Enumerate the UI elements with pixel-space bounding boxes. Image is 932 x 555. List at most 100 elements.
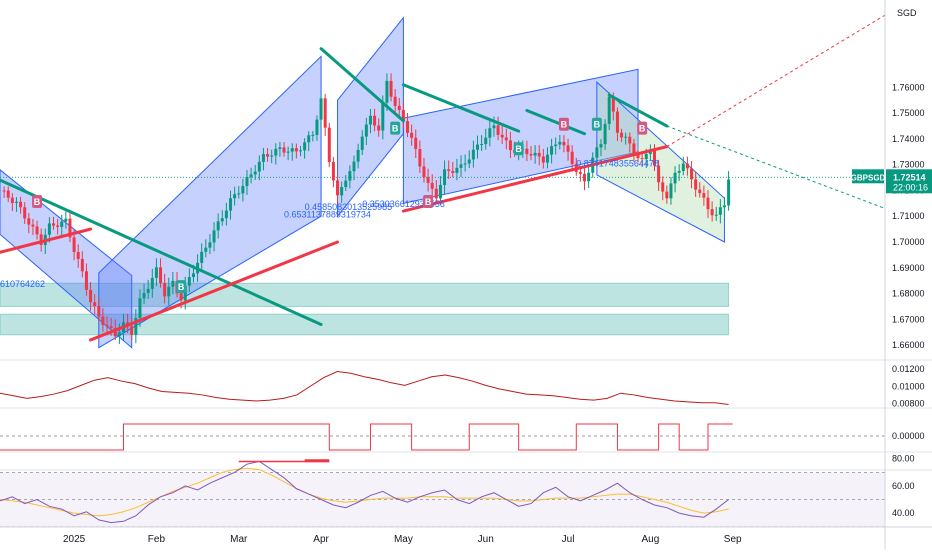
candle-body bbox=[212, 230, 216, 243]
candle-body bbox=[644, 153, 648, 160]
candle-body bbox=[286, 151, 290, 153]
candle-body bbox=[599, 144, 603, 148]
candle-body bbox=[669, 183, 673, 199]
signal-marker-1[interactable]: B bbox=[176, 280, 187, 294]
trendline-4 bbox=[607, 93, 669, 128]
signal-tick-0: 0.00000 bbox=[892, 431, 925, 441]
candle-body bbox=[480, 144, 484, 146]
price-tick-10: 1.66000 bbox=[892, 340, 925, 350]
trendline-0 bbox=[0, 178, 323, 326]
last-price-badge bbox=[886, 169, 932, 194]
signal-marker-6[interactable]: B bbox=[591, 117, 602, 131]
date-label-3: Apr bbox=[313, 534, 329, 545]
candle-body bbox=[455, 167, 459, 173]
signal-label: B bbox=[639, 124, 646, 134]
candle-body bbox=[364, 124, 368, 137]
trendline-3 bbox=[525, 109, 587, 136]
candle-body bbox=[578, 171, 582, 174]
rsi-tick-2: 40.00 bbox=[892, 508, 915, 518]
signal-marker-3[interactable]: B bbox=[423, 195, 434, 209]
candle-body bbox=[587, 172, 591, 182]
signal-step-line bbox=[0, 423, 733, 451]
candle-body bbox=[241, 185, 245, 194]
date-label-6: Jul bbox=[562, 534, 575, 545]
fib-annotation-3: 0.874174835564478 bbox=[576, 158, 659, 168]
support-zone-1 bbox=[0, 313, 730, 336]
volatility-tick-2: 0.00800 bbox=[892, 399, 925, 409]
candle-body bbox=[113, 328, 117, 337]
signal-badge bbox=[513, 142, 524, 156]
candle-body bbox=[200, 251, 204, 263]
candle-body bbox=[657, 165, 661, 183]
candle-body bbox=[154, 267, 158, 278]
trendline-5 bbox=[89, 240, 340, 342]
candle-body bbox=[632, 143, 636, 155]
rsi-tick-0: 80.00 bbox=[892, 454, 915, 464]
candle-body bbox=[274, 148, 278, 156]
signal-marker-0[interactable]: B bbox=[32, 195, 43, 209]
signal-label: B bbox=[425, 197, 432, 207]
signal-marker-2[interactable]: B bbox=[390, 121, 401, 135]
candle-body bbox=[167, 286, 171, 297]
candle-body bbox=[714, 214, 718, 216]
price-tick-1: 1.75000 bbox=[892, 108, 925, 118]
price-tick-8: 1.68000 bbox=[892, 289, 925, 299]
candle-body bbox=[533, 152, 537, 156]
symbol-tag bbox=[852, 169, 884, 184]
signal-label: B bbox=[178, 282, 185, 292]
candle-body bbox=[237, 193, 241, 195]
projection-line-1 bbox=[666, 125, 886, 209]
candle-body bbox=[163, 282, 167, 297]
candle-body bbox=[80, 258, 84, 272]
signal-badge bbox=[558, 117, 569, 131]
signal-marker-5[interactable]: B bbox=[558, 117, 569, 131]
candle-body bbox=[636, 154, 640, 159]
signal-label: B bbox=[561, 120, 568, 130]
candle-body bbox=[368, 115, 372, 125]
candle-body bbox=[410, 132, 414, 138]
candle-body bbox=[97, 305, 101, 317]
price-tick-0: 1.76000 bbox=[892, 82, 925, 92]
candle-body bbox=[282, 147, 286, 153]
candle-body bbox=[681, 163, 685, 171]
candle-body bbox=[525, 148, 529, 155]
date-label-4: May bbox=[394, 534, 413, 545]
signal-marker-7[interactable]: B bbox=[637, 121, 648, 135]
candle-body bbox=[323, 98, 327, 128]
candle-body bbox=[406, 121, 410, 133]
candle-body bbox=[336, 180, 340, 196]
candle-body bbox=[463, 163, 467, 165]
candle-body bbox=[134, 318, 138, 335]
candle-body bbox=[570, 151, 574, 165]
candle-body bbox=[19, 201, 23, 208]
candle-body bbox=[673, 172, 677, 184]
candle-body bbox=[615, 111, 619, 133]
candle-body bbox=[257, 161, 261, 172]
candle-body bbox=[39, 234, 43, 245]
candle-body bbox=[471, 149, 475, 160]
candle-body bbox=[307, 135, 311, 143]
candle-body bbox=[89, 289, 93, 303]
candle-body bbox=[56, 225, 60, 227]
signal-marker-4[interactable]: B bbox=[513, 142, 524, 156]
candle-body bbox=[389, 80, 393, 97]
candle-body bbox=[319, 98, 323, 120]
candle-body bbox=[311, 134, 315, 136]
rsi-band bbox=[0, 472, 885, 527]
price-tick-9: 1.67000 bbox=[892, 314, 925, 324]
candle-body bbox=[23, 207, 27, 219]
candle-body bbox=[611, 96, 615, 112]
candle-body bbox=[702, 193, 706, 198]
trendline-7 bbox=[0, 227, 93, 254]
candle-body bbox=[418, 149, 422, 167]
candle-body bbox=[694, 179, 698, 190]
candle-body bbox=[294, 148, 298, 152]
candle-body bbox=[722, 205, 726, 208]
candle-body bbox=[661, 182, 665, 192]
candle-body bbox=[68, 218, 72, 238]
fib-annotation-2: 0.353036612934556 bbox=[362, 199, 445, 209]
trendline-1 bbox=[319, 47, 405, 123]
candle-body bbox=[620, 132, 624, 138]
candle-body bbox=[27, 218, 31, 225]
